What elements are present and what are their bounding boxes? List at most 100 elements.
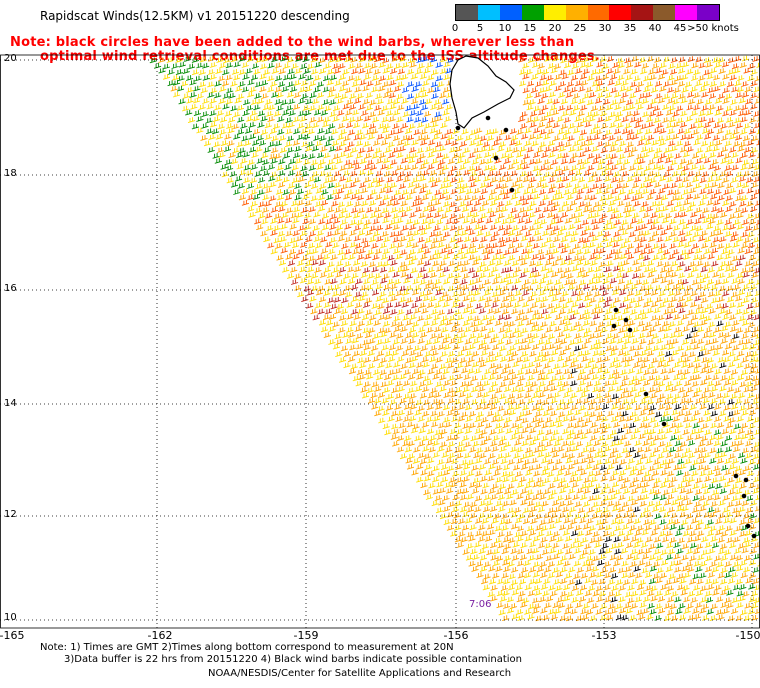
- wind-barb: [504, 273, 512, 280]
- wind-barb: [467, 290, 475, 297]
- wind-barb: [425, 146, 433, 152]
- wind-barb: [645, 458, 653, 464]
- wind-barb: [720, 123, 728, 129]
- wind-barb: [600, 488, 608, 495]
- wind-barb: [694, 248, 703, 254]
- wind-barb: [407, 453, 416, 460]
- wind-barb: [557, 331, 565, 338]
- wind-barb: [446, 488, 454, 494]
- wind-barb: [748, 219, 757, 225]
- wind-barb: [660, 344, 668, 351]
- wind-barb: [571, 482, 579, 488]
- wind-barb: [586, 213, 595, 220]
- wind-barb: [716, 207, 725, 214]
- wind-barb: [476, 218, 485, 224]
- wind-barb: [463, 452, 471, 459]
- wind-barb: [490, 585, 498, 591]
- wind-barb: [191, 123, 200, 130]
- wind-barb: [345, 338, 353, 344]
- wind-barb: [411, 139, 419, 146]
- wind-barb: [631, 375, 639, 382]
- wind-barb: [747, 231, 755, 238]
- wind-barb: [664, 404, 673, 411]
- wind-barb: [360, 284, 368, 291]
- wind-barb: [706, 608, 714, 615]
- wind-barb: [483, 458, 492, 465]
- wind-barb: [521, 417, 529, 424]
- wind-barb: [293, 92, 301, 99]
- wind-barb: [453, 309, 462, 316]
- wind-barb: [615, 464, 623, 471]
- wind-barb: [362, 302, 371, 308]
- wind-barb: [578, 596, 587, 603]
- wind-barb: [697, 530, 705, 537]
- wind-barb: [483, 290, 491, 296]
- wind-barb: [707, 291, 716, 298]
- wind-barb: [405, 194, 413, 201]
- wind-barb: [288, 110, 296, 117]
- wind-barb: [685, 499, 693, 506]
- wind-barb: [592, 111, 600, 118]
- wind-barb: [711, 477, 719, 484]
- wind-barb: [399, 398, 407, 404]
- wind-barb: [745, 452, 753, 459]
- wind-barb: [625, 608, 633, 614]
- wind-barb: [468, 535, 476, 542]
- wind-barb: [751, 578, 760, 585]
- wind-barb: [513, 507, 522, 514]
- wind-barb: [582, 283, 591, 290]
- wind-barb: [644, 548, 652, 554]
- wind-barb: [621, 80, 629, 86]
- wind-barb: [662, 524, 670, 531]
- wind-barb: [606, 260, 614, 267]
- wind-barb: [622, 387, 630, 394]
- wind-barb: [638, 579, 647, 586]
- wind-barb: [480, 578, 489, 585]
- wind-barb: [485, 158, 494, 165]
- wind-barb: [417, 416, 425, 422]
- wind-barb: [658, 290, 666, 297]
- wind-barb: [446, 435, 454, 442]
- wind-barb: [574, 333, 582, 339]
- wind-barb: [509, 398, 517, 405]
- wind-barb: [311, 159, 319, 166]
- wind-barb: [649, 417, 657, 423]
- wind-barb: [400, 271, 408, 278]
- wind-barb: [517, 296, 525, 302]
- wind-barb: [337, 123, 345, 129]
- wind-barb: [280, 99, 289, 106]
- wind-barb: [599, 183, 607, 189]
- wind-barb: [434, 326, 442, 333]
- wind-barb: [464, 326, 472, 333]
- wind-barb: [556, 536, 564, 543]
- wind-barb: [522, 153, 531, 160]
- wind-barb: [185, 75, 194, 81]
- wind-barb: [609, 554, 617, 561]
- wind-barb: [636, 584, 645, 591]
- wind-barb: [409, 110, 417, 116]
- wind-barb: [456, 350, 465, 357]
- wind-barb: [385, 87, 394, 94]
- wind-barb: [395, 380, 403, 387]
- wind-barb: [751, 375, 760, 382]
- wind-barb: [361, 200, 369, 207]
- wind-barb: [527, 338, 535, 344]
- wind-barb: [676, 584, 685, 591]
- wind-barb: [645, 206, 653, 212]
- wind-barb: [414, 81, 422, 88]
- wind-barb: [379, 291, 387, 297]
- wind-barb: [552, 429, 560, 436]
- wind-barb: [606, 170, 614, 177]
- wind-barb: [664, 157, 672, 164]
- wind-barb: [471, 159, 479, 165]
- wind-barb: [567, 464, 575, 470]
- wind-barb: [487, 145, 495, 152]
- wind-barb: [570, 368, 578, 374]
- wind-barb: [754, 339, 760, 346]
- wind-barb: [404, 254, 413, 260]
- wind-barb: [389, 182, 398, 189]
- wind-barb: [503, 398, 511, 405]
- wind-barb: [578, 98, 586, 105]
- wind-barb: [618, 153, 626, 160]
- wind-barb: [657, 164, 666, 171]
